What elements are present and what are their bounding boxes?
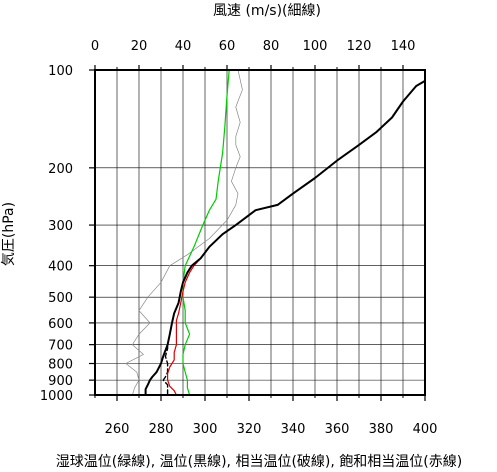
top-axis-tick-label: 120	[347, 39, 372, 54]
bottom-axis-tick-label: 360	[325, 422, 350, 437]
bottom-axis-tick-label: 400	[413, 422, 438, 437]
bottom-axis-tick-label: 320	[237, 422, 262, 437]
series-line-1	[182, 69, 230, 396]
bottom-axis-tick-label: 300	[193, 422, 218, 437]
y-axis-tick-label: 1000	[40, 389, 73, 404]
y-axis-tick-label: 600	[48, 317, 73, 332]
bottom-axis-tick-label: 340	[281, 422, 306, 437]
top-axis-tick-label: 20	[131, 39, 148, 54]
y-axis-tick-label: 300	[48, 219, 73, 234]
y-axis-tick-label: 500	[48, 291, 73, 306]
bottom-axis-ticks: 260 280 300 320 340 360 380 400	[94, 395, 438, 437]
top-axis-tick-label: 140	[391, 39, 416, 54]
grid-lines	[95, 69, 425, 396]
series-line-5	[125, 69, 243, 396]
top-axis-label: 風速 (m/s)(細線)	[213, 3, 321, 19]
bottom-axis-tick-label: 380	[369, 422, 394, 437]
y-axis-tick-label: 400	[48, 260, 73, 275]
y-axis-tick-label: 800	[48, 358, 73, 373]
y-axis-tick-label: 200	[48, 162, 73, 177]
top-axis-tick-label: 100	[303, 39, 328, 54]
top-axis-ticks: 0 20 40 60 80 100 120 140	[91, 39, 416, 70]
y-axis-label: 気圧(hPa)	[1, 202, 17, 266]
series-line-4	[167, 80, 426, 396]
top-axis-tick-label: 40	[175, 39, 192, 54]
top-axis-tick-label: 80	[263, 39, 280, 54]
plot-frame	[94, 69, 426, 396]
bottom-axis-tick-label: 260	[105, 422, 130, 437]
bottom-axis-tick-label: 280	[149, 422, 174, 437]
y-axis-tick-label: 900	[48, 374, 73, 389]
y-axis-tick-label: 100	[48, 64, 73, 79]
series-layer	[125, 69, 426, 396]
top-axis-tick-label: 60	[219, 39, 236, 54]
top-axis-tick-label: 0	[91, 39, 99, 54]
bottom-axis-label: 湿球温位(緑線), 温位(黒線), 相当温位(破線), 飽和相当温位(赤線)	[56, 453, 462, 470]
series-line-2	[144, 79, 426, 396]
y-axis-tick-label: 700	[48, 339, 73, 354]
series-line-3	[162, 80, 426, 396]
